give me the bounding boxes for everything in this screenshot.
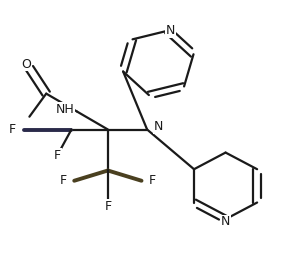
Text: F: F <box>54 149 61 162</box>
Text: NH: NH <box>55 103 74 116</box>
Text: O: O <box>22 58 31 71</box>
Text: N: N <box>221 215 230 228</box>
Text: F: F <box>149 174 156 187</box>
Text: F: F <box>9 123 16 136</box>
Text: F: F <box>59 174 67 187</box>
Text: F: F <box>104 200 112 213</box>
Text: N: N <box>166 24 175 37</box>
Text: N: N <box>154 120 164 133</box>
